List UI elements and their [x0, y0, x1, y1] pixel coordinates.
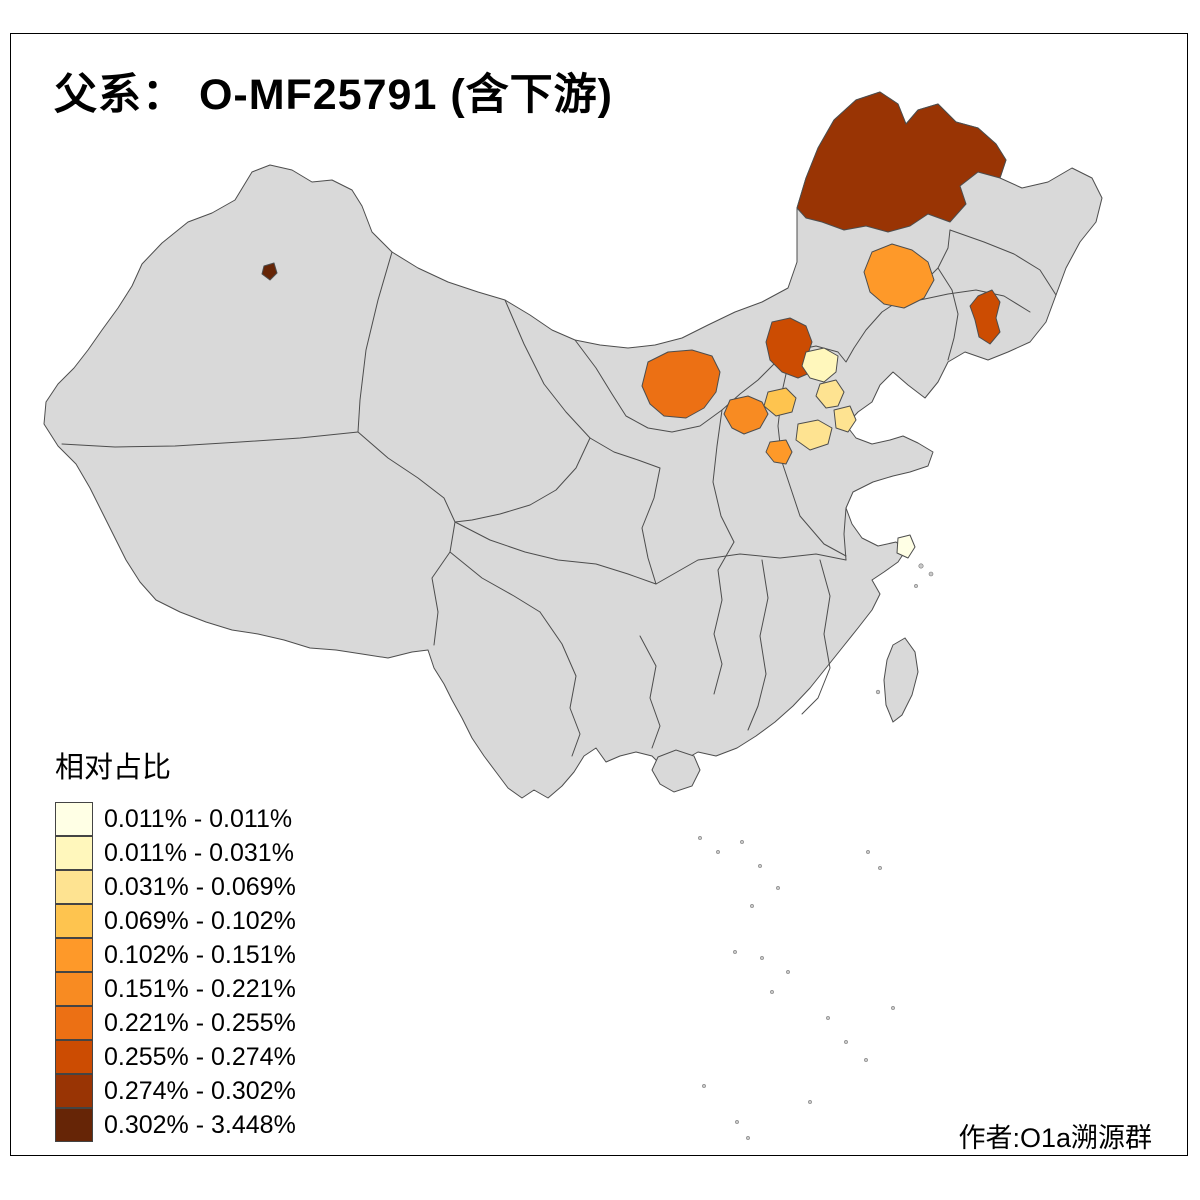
china-mainland [43, 91, 1103, 799]
legend-class-label: 0.069% - 0.102% [104, 906, 296, 935]
legend-class-label: 0.221% - 0.255% [104, 1008, 296, 1037]
region-inner-mongolia-central [863, 243, 935, 309]
plot-frame [10, 33, 1188, 1156]
legend-swatch [55, 836, 93, 870]
page-title: 父系： O-MF25791 (含下游) [54, 71, 613, 119]
region-tianjin-area [815, 379, 845, 409]
region-northeast-large [796, 91, 1007, 233]
region-central-hebei [763, 387, 797, 417]
region-east-hebei [833, 405, 857, 433]
region-shanghai-area [896, 534, 916, 559]
region-beijing-area [801, 347, 839, 383]
legend-swatch [55, 972, 93, 1006]
legend-item: 0.274% - 0.302% [55, 1074, 296, 1108]
region-north-shanxi [723, 395, 769, 435]
legend-item: 0.011% - 0.031% [55, 836, 296, 870]
legend-swatch [55, 802, 93, 836]
legend: 相对占比 0.011% - 0.011% 0.011% - 0.031% 0.0… [55, 744, 296, 1142]
legend-swatch [55, 1074, 93, 1108]
legend-title: 相对占比 [55, 752, 172, 784]
region-south-hebei [795, 419, 833, 451]
legend-class-label: 0.255% - 0.274% [104, 1042, 296, 1071]
legend-swatch [55, 938, 93, 972]
taiwan-island [883, 637, 919, 723]
legend-item: 0.302% - 3.448% [55, 1108, 296, 1142]
region-xinjiang-small-spot [261, 262, 278, 281]
legend-class-label: 0.151% - 0.221% [104, 974, 296, 1003]
legend-item: 0.069% - 0.102% [55, 904, 296, 938]
region-west-shandong [765, 439, 793, 465]
legend-swatch [55, 870, 93, 904]
legend-item: 0.031% - 0.069% [55, 870, 296, 904]
legend-swatch [55, 1108, 93, 1142]
legend-class-label: 0.102% - 0.151% [104, 940, 296, 969]
small-islands [698, 563, 934, 1140]
legend-swatch [55, 1006, 93, 1040]
legend-class-label: 0.011% - 0.011% [104, 804, 293, 833]
legend-item: 0.221% - 0.255% [55, 1006, 296, 1040]
colored-regions [261, 91, 1007, 559]
legend-item: 0.011% - 0.011% [55, 802, 296, 836]
region-ordos-area [641, 349, 721, 419]
legend-swatch [55, 904, 93, 938]
attribution-text: 作者:O1a溯源群 [958, 1123, 1152, 1153]
legend-class-label: 0.011% - 0.031% [104, 838, 294, 867]
legend-class-label: 0.302% - 3.448% [104, 1110, 296, 1139]
legend-class-label: 0.274% - 0.302% [104, 1076, 296, 1105]
legend-item: 0.255% - 0.274% [55, 1040, 296, 1074]
legend-item: 0.102% - 0.151% [55, 938, 296, 972]
legend-swatch [55, 1040, 93, 1074]
region-liaoning-west [969, 289, 1001, 345]
legend-class-label: 0.031% - 0.069% [104, 872, 296, 901]
hainan-island [651, 749, 701, 793]
legend-item: 0.151% - 0.221% [55, 972, 296, 1006]
legend-items: 0.011% - 0.011% 0.011% - 0.031% 0.031% -… [55, 802, 296, 1142]
